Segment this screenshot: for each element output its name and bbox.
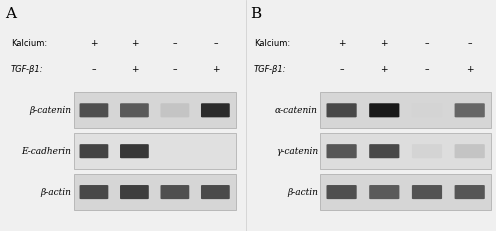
FancyBboxPatch shape (369, 185, 399, 199)
Text: –: – (425, 40, 429, 48)
FancyBboxPatch shape (79, 103, 108, 117)
FancyBboxPatch shape (120, 144, 149, 158)
FancyBboxPatch shape (161, 103, 189, 117)
Text: +: + (380, 65, 388, 74)
Text: α-catenin: α-catenin (275, 106, 318, 115)
FancyBboxPatch shape (79, 185, 108, 199)
Text: Kalcium:: Kalcium: (254, 40, 290, 48)
Bar (320, 92, 491, 128)
Text: –: – (173, 65, 177, 74)
FancyBboxPatch shape (412, 144, 442, 158)
Text: β-catenin: β-catenin (29, 106, 71, 115)
Bar (320, 133, 491, 169)
Text: γ-catenin: γ-catenin (276, 147, 318, 156)
Text: β-actin: β-actin (40, 188, 71, 197)
Text: +: + (90, 40, 98, 48)
Text: E-cadherin: E-cadherin (21, 147, 71, 156)
Text: –: – (92, 65, 96, 74)
Text: Kalcium:: Kalcium: (11, 40, 47, 48)
Text: +: + (130, 40, 138, 48)
Text: +: + (212, 65, 219, 74)
FancyBboxPatch shape (455, 185, 485, 199)
FancyBboxPatch shape (326, 103, 357, 117)
Bar (74, 174, 236, 210)
FancyBboxPatch shape (369, 144, 399, 158)
FancyBboxPatch shape (79, 144, 108, 158)
FancyBboxPatch shape (326, 144, 357, 158)
Text: –: – (173, 40, 177, 48)
FancyBboxPatch shape (120, 103, 149, 117)
FancyBboxPatch shape (120, 185, 149, 199)
FancyBboxPatch shape (455, 103, 485, 117)
Text: –: – (213, 40, 218, 48)
Bar (320, 174, 491, 210)
FancyBboxPatch shape (369, 103, 399, 117)
Text: B: B (250, 7, 261, 21)
FancyBboxPatch shape (412, 103, 442, 117)
FancyBboxPatch shape (161, 185, 189, 199)
FancyBboxPatch shape (326, 185, 357, 199)
Text: A: A (5, 7, 16, 21)
FancyBboxPatch shape (455, 144, 485, 158)
Bar (74, 133, 236, 169)
FancyBboxPatch shape (412, 185, 442, 199)
Text: –: – (425, 65, 429, 74)
Text: +: + (130, 65, 138, 74)
Text: TGF-β1:: TGF-β1: (11, 65, 44, 74)
Text: +: + (380, 40, 388, 48)
Text: β-actin: β-actin (287, 188, 318, 197)
Text: –: – (467, 40, 472, 48)
FancyBboxPatch shape (201, 103, 230, 117)
FancyBboxPatch shape (201, 185, 230, 199)
Text: +: + (466, 65, 474, 74)
Text: TGF-β1:: TGF-β1: (254, 65, 287, 74)
Bar (74, 92, 236, 128)
Text: +: + (338, 40, 345, 48)
Text: –: – (339, 65, 344, 74)
